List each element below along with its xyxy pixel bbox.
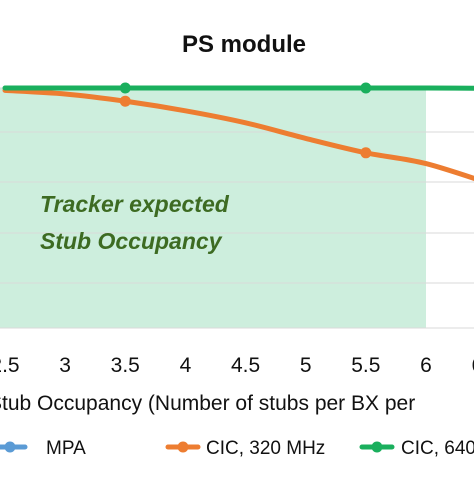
legend-label-cic-640: CIC, 640 — [401, 438, 474, 459]
x-tick-label-6: 5.5 — [351, 354, 380, 377]
legend: MPA CIC, 320 MHz CIC, 640 — [0, 438, 474, 459]
chart-title: PS module — [182, 31, 306, 58]
plot-background — [0, 88, 426, 328]
annotation-line-2: Stub Occupancy — [40, 228, 223, 254]
marker-cic-640-1 — [360, 82, 372, 94]
annotation-line-1: Tracker expected — [40, 191, 230, 217]
x-tick-label-5: 5 — [300, 354, 312, 377]
x-tick-label-1: 3 — [59, 354, 71, 377]
x-tick-labels: 2.5 3 3.5 4 4.5 5 5.5 6 6.5 — [0, 354, 474, 377]
shaded-region — [0, 88, 426, 328]
legend-swatch-marker-cic-640 — [371, 441, 383, 453]
legend-label-cic-320-mhz: CIC, 320 MHz — [206, 438, 325, 459]
x-tick-label-0: 2.5 — [0, 354, 20, 377]
legend-swatch-marker-mpa — [4, 441, 16, 453]
marker-cic-320-mhz-1 — [360, 147, 372, 159]
x-tick-label-3: 4 — [180, 354, 192, 377]
x-tick-label-7: 6 — [420, 354, 432, 377]
marker-layer — [119, 82, 372, 159]
x-axis-label: Stub Occupancy (Number of stubs per BX p… — [0, 392, 415, 415]
x-tick-label-4: 4.5 — [231, 354, 260, 377]
series-line-cic-640 — [2, 85, 474, 91]
series-layer — [2, 85, 474, 182]
x-tick-label-8: 6.5 — [472, 354, 474, 377]
x-tick-label-2: 3.5 — [111, 354, 140, 377]
legend-label-mpa: MPA — [46, 438, 86, 459]
series-line-cic-320-mhz — [2, 87, 474, 182]
legend-swatch-marker-cic-320-mhz — [177, 441, 189, 453]
marker-cic-320-mhz-0 — [119, 95, 131, 107]
marker-cic-640-0 — [119, 82, 131, 94]
